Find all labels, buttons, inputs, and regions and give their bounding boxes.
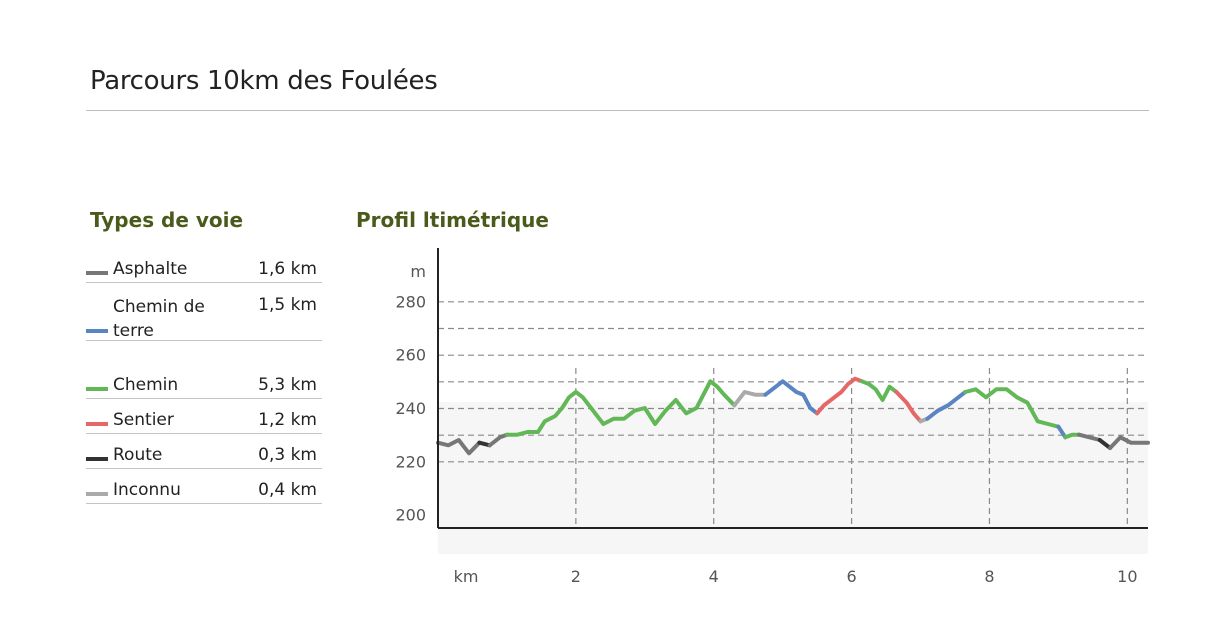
legend-item: Route 0,3 km [86, 434, 322, 469]
y-tick-label: 280 [395, 292, 426, 311]
elevation-segment [504, 379, 737, 437]
elevation-segment [732, 390, 768, 408]
elevation-segment [1077, 432, 1102, 442]
elevation-segment [436, 438, 482, 456]
elevation-segment [1097, 438, 1113, 450]
y-tick-label: 240 [395, 399, 426, 418]
y-tick-label: 260 [395, 346, 426, 365]
x-tick-label: 2 [571, 567, 581, 586]
legend-label: Route [113, 445, 163, 465]
legend-item: Asphalte 1,6 km [86, 256, 322, 283]
elevation-segment [763, 379, 820, 416]
legend-item: Inconnu 0,4 km [86, 469, 322, 504]
elevation-segment [1063, 432, 1082, 440]
legend-value: 1,6 km [258, 259, 317, 279]
y-tick-label: 220 [395, 452, 426, 471]
x-tick-label: 6 [846, 567, 856, 586]
elevation-segment [1108, 435, 1150, 450]
legend-value: 0,4 km [258, 480, 317, 500]
legend-swatch [86, 271, 108, 275]
legend-heading: Types de voie [90, 208, 244, 232]
elevation-segment [859, 379, 899, 402]
legend-swatch [86, 457, 108, 461]
plot-background [438, 402, 1148, 554]
elevation-segment [477, 440, 492, 448]
x-tick-label: 10 [1117, 567, 1137, 586]
elevation-segment [918, 416, 930, 424]
elevation-segment [815, 376, 864, 416]
elevation-segment [894, 390, 923, 424]
x-tick-label: 8 [984, 567, 994, 586]
elevation-segment [487, 432, 509, 448]
legend-value: 1,2 km [258, 410, 317, 430]
legend-item: Sentier 1,2 km [86, 399, 322, 434]
elevation-segment [963, 387, 1061, 429]
legend-item: Chemin 5,3 km [86, 341, 322, 399]
legend-value: 0,3 km [258, 445, 317, 465]
legend-swatch [86, 387, 108, 391]
road-type-legend: Asphalte 1,6 km Chemin de terre 1,5 km C… [86, 256, 322, 504]
legend-swatch [86, 329, 108, 333]
x-tick-label: 4 [709, 567, 719, 586]
legend-label: Inconnu [113, 480, 181, 500]
x-axis-unit: km [454, 567, 479, 586]
legend-label: Sentier [113, 410, 174, 430]
legend-label: Chemin [113, 375, 179, 395]
title-divider [86, 110, 1149, 111]
elevation-segment [1056, 424, 1068, 440]
legend-value: 5,3 km [258, 375, 317, 395]
y-tick-label: 200 [395, 506, 426, 525]
legend-swatch [86, 492, 108, 496]
y-axis-unit: m [410, 262, 426, 281]
chart-heading: Profil ltimétrique [356, 208, 549, 232]
legend-swatch [86, 422, 108, 426]
legend-value: 1,5 km [258, 295, 317, 315]
page-title: Parcours 10km des Foulées [90, 66, 438, 96]
legend-label: Asphalte [113, 259, 188, 279]
elevation-segment [925, 390, 968, 421]
legend-item: Chemin de terre 1,5 km [86, 283, 322, 341]
legend-label: Chemin de terre [113, 297, 205, 341]
